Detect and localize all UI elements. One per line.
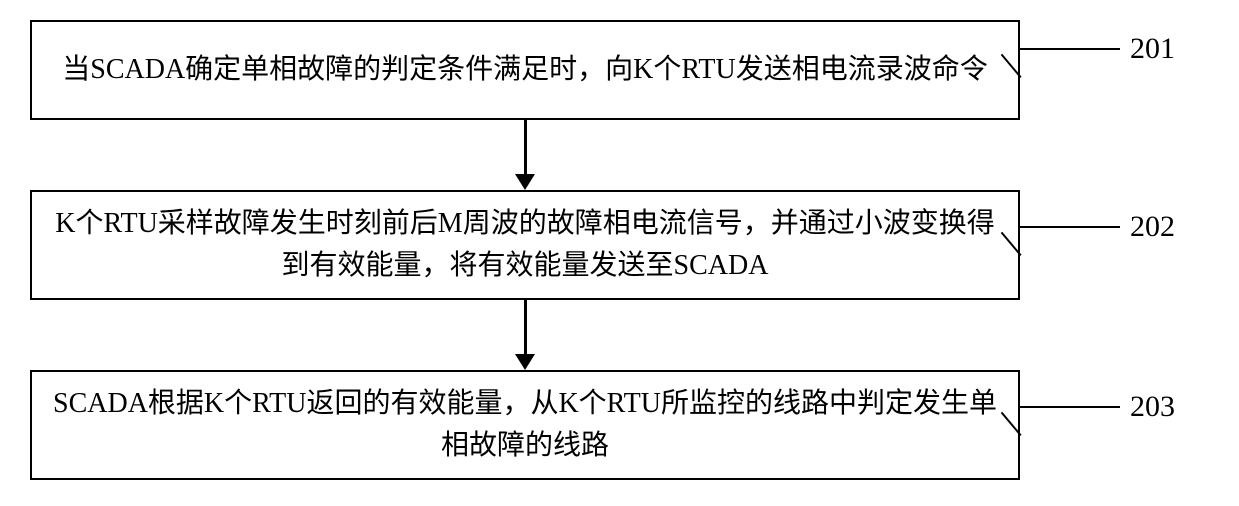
flow-arrow-line: [524, 120, 527, 174]
flow-step-label-step1: 201: [1130, 32, 1175, 66]
label-connector-line: [1020, 48, 1120, 50]
flow-step-step1: 当SCADA确定单相故障的判定条件满足时，向K个RTU发送相电流录波命令: [30, 20, 1020, 120]
label-connector-line: [1020, 226, 1120, 228]
label-connector-line: [1020, 406, 1120, 408]
flow-step-step3: SCADA根据K个RTU返回的有效能量，从K个RTU所监控的线路中判定发生单相故…: [30, 370, 1020, 480]
flow-arrow-line: [524, 300, 527, 354]
flow-step-text: K个RTU采样故障发生时刻前后M周波的故障相电流信号，并通过小波变换得到有效能量…: [48, 203, 1002, 287]
flow-step-step2: K个RTU采样故障发生时刻前后M周波的故障相电流信号，并通过小波变换得到有效能量…: [30, 190, 1020, 300]
flow-step-text: 当SCADA确定单相故障的判定条件满足时，向K个RTU发送相电流录波命令: [62, 49, 987, 91]
flow-arrow-head: [515, 354, 535, 370]
flow-step-text: SCADA根据K个RTU返回的有效能量，从K个RTU所监控的线路中判定发生单相故…: [48, 383, 1002, 467]
flow-arrow-head: [515, 174, 535, 190]
flow-step-label-step3: 203: [1130, 390, 1175, 424]
flow-step-label-step2: 202: [1130, 210, 1175, 244]
